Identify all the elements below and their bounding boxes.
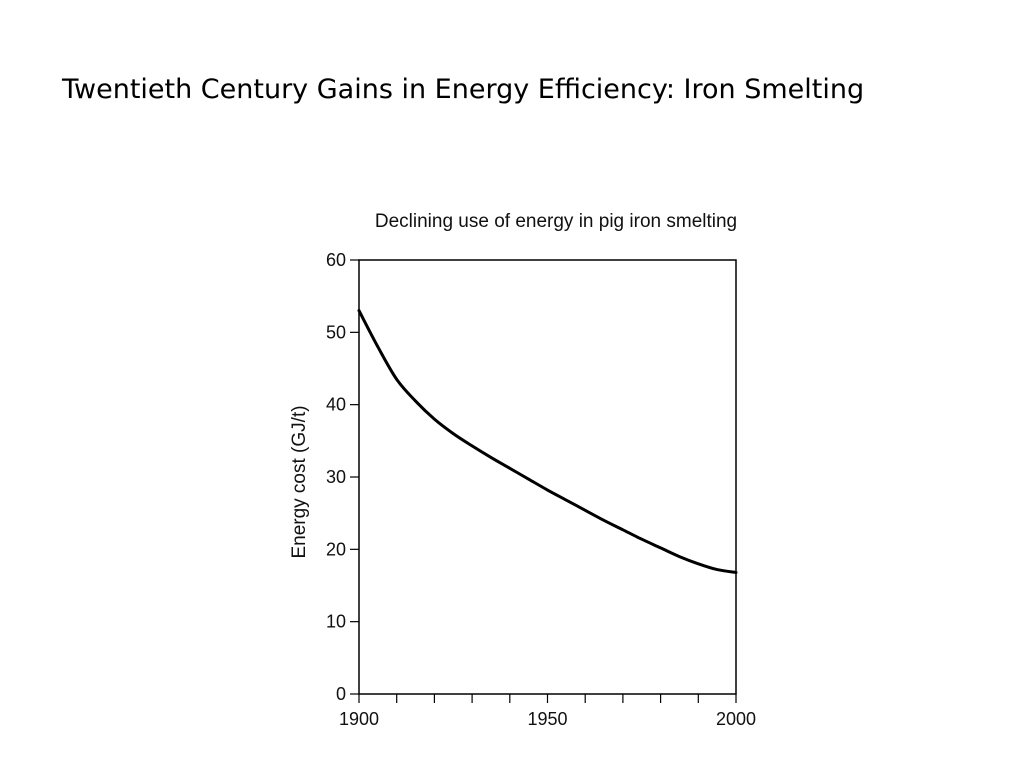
y-tick-label: 20 bbox=[326, 539, 346, 559]
y-axis-label: Energy cost (GJ/t) bbox=[289, 405, 310, 558]
y-tick-label: 10 bbox=[326, 612, 346, 632]
series-layer bbox=[357, 309, 738, 574]
y-tick-label: 40 bbox=[326, 395, 346, 415]
chart-title: Declining use of energy in pig iron smel… bbox=[375, 211, 737, 232]
slide-title: Twentieth Century Gains in Energy Effici… bbox=[62, 74, 865, 105]
y-tick-label: 60 bbox=[326, 250, 346, 270]
plot-frame bbox=[358, 259, 737, 695]
x-axis: 1900 1950 2000 bbox=[339, 694, 756, 729]
x-tick-label: 1950 bbox=[527, 709, 567, 729]
y-tick-label: 30 bbox=[326, 467, 346, 487]
y-tick-label: 0 bbox=[336, 684, 346, 704]
y-tick-label: 50 bbox=[326, 322, 346, 342]
x-tick-label: 2000 bbox=[716, 709, 756, 729]
x-tick-label: 1900 bbox=[339, 709, 379, 729]
y-axis: 0 10 20 30 40 50 60 bbox=[326, 250, 359, 704]
series-line bbox=[357, 309, 738, 574]
